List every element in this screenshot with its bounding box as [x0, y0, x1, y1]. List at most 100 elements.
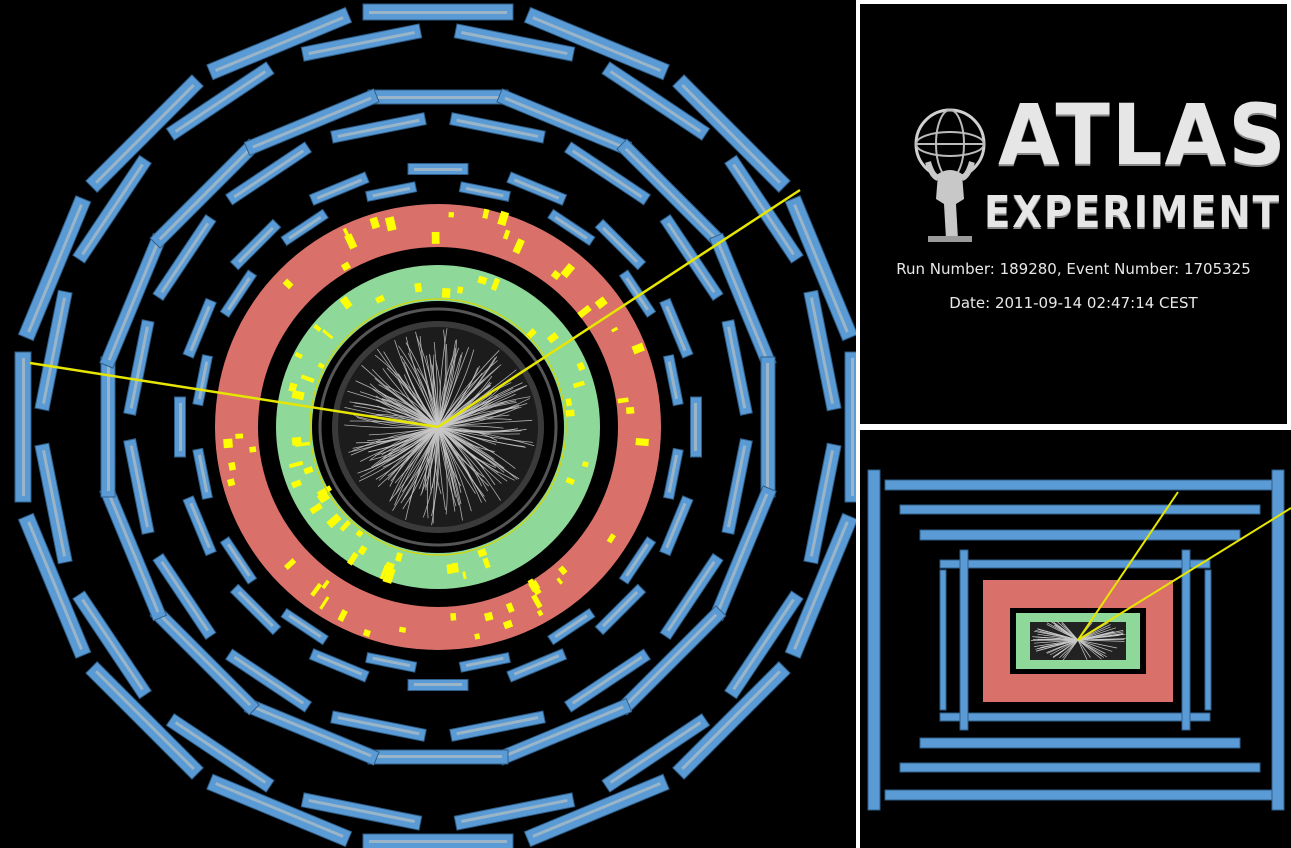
muon-chamber-inner: [609, 70, 702, 133]
muon-chamber-inner: [95, 670, 195, 770]
energy-deposit: [317, 362, 325, 369]
side-track: [1077, 639, 1113, 652]
energy-deposit: [441, 287, 451, 299]
muon-chamber: [219, 269, 258, 318]
track: [435, 360, 442, 428]
muon-chamber: [192, 354, 213, 407]
muon-chamber: [453, 792, 576, 831]
muon-chamber: [225, 141, 313, 206]
muon-chamber-inner: [766, 363, 769, 491]
energy-deposit: [577, 304, 592, 319]
side-track: [1077, 639, 1108, 658]
muon-chamber-outer: [844, 351, 856, 503]
muon-chamber: [182, 297, 217, 359]
track: [437, 407, 520, 428]
muon-chamber-inner: [129, 326, 149, 409]
muon-chamber: [523, 773, 670, 848]
muon-chamber: [547, 208, 596, 247]
muon-chamber-inner: [666, 560, 716, 632]
muon-chamber-inner: [160, 222, 210, 294]
side-track: [1034, 639, 1079, 647]
muon-chamber: [784, 512, 856, 659]
muon-chamber: [659, 214, 724, 302]
energy-deposit: [457, 286, 464, 294]
muon-chamber: [663, 447, 684, 500]
track: [428, 354, 439, 428]
side-track: [1059, 639, 1079, 659]
muon-chamber-inner: [624, 613, 718, 707]
energy-deposit: [339, 519, 352, 532]
logo-title: ATLAS: [998, 86, 1287, 184]
muon-chamber: [724, 154, 804, 264]
muon-chamber-inner: [158, 147, 252, 241]
energy-deposit: [564, 409, 575, 417]
side-track: [1046, 639, 1079, 653]
muon-chamber-inner: [809, 297, 834, 404]
muon-chamber: [99, 232, 168, 369]
muon-chamber-inner: [694, 403, 697, 451]
muon-chamber-inner: [374, 755, 502, 758]
muon-chamber: [496, 697, 633, 766]
muon-chamber: [367, 749, 509, 765]
muon-chamber: [300, 792, 423, 831]
track: [361, 364, 439, 428]
muon-chamber-inner: [233, 655, 305, 705]
atlas-logo: ATLAS EXPERIMENT: [880, 86, 1286, 244]
energy-deposit: [550, 269, 562, 281]
muon-chamber: [330, 112, 427, 144]
muon-chamber: [100, 356, 116, 498]
energy-deposit: [451, 562, 459, 573]
muon-chamber: [308, 171, 370, 206]
energy-deposit: [606, 533, 616, 544]
muon-chamber: [85, 661, 204, 780]
side-muon-chamber: [939, 712, 1211, 722]
energy-deposit: [384, 216, 397, 232]
muon-chamber-inner: [308, 798, 415, 823]
energy-deposit: [284, 558, 297, 571]
muon-chamber-inner: [95, 84, 195, 184]
muon-chamber-inner: [602, 591, 639, 628]
muon-chamber: [300, 23, 423, 62]
track: [416, 335, 439, 428]
energy-deposit: [310, 582, 323, 597]
muon-chamber-inner: [667, 454, 679, 493]
energy-deposit: [355, 529, 364, 538]
muon-chamber: [280, 607, 329, 646]
energy-deposit: [346, 551, 359, 566]
energy-deposit: [226, 478, 236, 487]
muon-chamber: [721, 438, 753, 535]
muon-chamber: [506, 171, 568, 206]
track: [378, 426, 439, 481]
side-endcap-chamber: [1271, 469, 1285, 811]
muon-chamber: [594, 583, 647, 636]
energy-deposits: [223, 208, 649, 640]
logo-subtitle: EXPERIMENT: [984, 187, 1281, 238]
energy-deposit: [316, 490, 330, 504]
muon-chamber-inner: [107, 241, 160, 361]
muon-chamber: [458, 652, 511, 673]
muon-chamber: [547, 607, 596, 646]
muon-chamber-inner: [456, 118, 539, 138]
muon-chamber: [192, 447, 213, 500]
energy-deposit: [572, 380, 585, 389]
muon-chamber: [659, 297, 694, 359]
energy-deposit: [309, 502, 323, 515]
muon-chamber: [152, 552, 217, 640]
muon-chamber: [563, 141, 651, 206]
muon-chamber-inner: [129, 445, 149, 528]
muon-chamber-inner: [716, 493, 769, 613]
side-muon-chamber: [919, 737, 1241, 749]
energy-deposit: [536, 609, 544, 617]
muon-chamber-inner: [513, 654, 560, 676]
side-muon-chamber: [884, 789, 1276, 801]
side-track: [1077, 639, 1106, 654]
energy-deposit: [294, 351, 303, 359]
track: [437, 426, 516, 433]
muon-chamber: [280, 208, 329, 247]
side-track: [1077, 630, 1124, 641]
energy-deposit: [326, 513, 342, 529]
side-track: [1037, 628, 1079, 641]
energy-deposit: [300, 374, 315, 383]
muon-chamber-inner: [456, 716, 539, 736]
